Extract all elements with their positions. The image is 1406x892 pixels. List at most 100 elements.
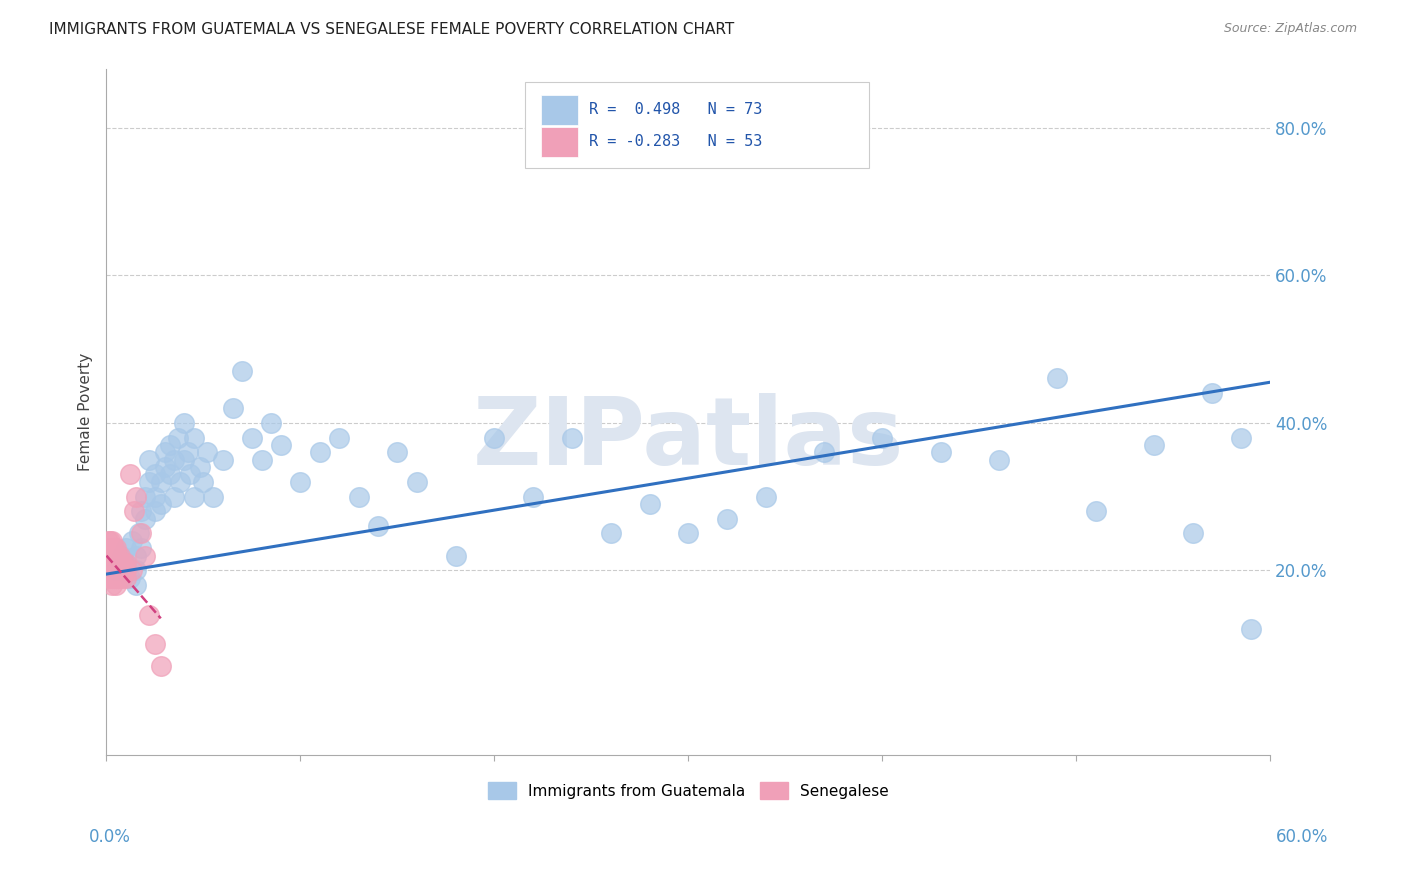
Point (103, 549, 125, 563)
Point (111, 571, 134, 585)
Point (101, 556, 124, 570)
Point (143, 504, 166, 518)
Text: R =  0.498   N = 73: R = 0.498 N = 73 (589, 103, 763, 117)
Point (105, 549, 128, 563)
Point (872, 431, 894, 445)
Point (221, 401, 243, 415)
Point (103, 563, 125, 577)
Point (202, 490, 225, 504)
Point (153, 445, 176, 459)
Point (98, 533, 121, 548)
Point (1230, 431, 1253, 445)
Point (387, 445, 409, 459)
Point (108, 556, 131, 570)
Point (118, 467, 141, 482)
Point (188, 460, 211, 475)
Point (115, 571, 138, 585)
Point (98, 549, 121, 563)
Point (111, 563, 134, 577)
Point (112, 556, 135, 570)
Text: ZIPatlas: ZIPatlas (472, 393, 904, 485)
Point (347, 490, 370, 504)
Point (115, 563, 138, 577)
Point (755, 490, 778, 504)
Point (107, 563, 129, 577)
Point (105, 541, 128, 556)
Point (118, 571, 141, 585)
Point (163, 490, 186, 504)
Point (105, 563, 128, 577)
Point (143, 637, 166, 651)
Point (716, 512, 738, 526)
Point (1201, 386, 1223, 401)
Point (98, 541, 121, 556)
Text: 0.0%: 0.0% (89, 828, 131, 846)
Point (107, 571, 129, 585)
Point (107, 556, 129, 570)
Point (103, 541, 125, 556)
Point (1240, 623, 1263, 637)
Point (112, 563, 135, 577)
Point (163, 452, 186, 467)
Point (115, 556, 138, 570)
Point (103, 571, 125, 585)
Text: IMMIGRANTS FROM GUATEMALA VS SENEGALESE FEMALE POVERTY CORRELATION CHART: IMMIGRANTS FROM GUATEMALA VS SENEGALESE … (49, 22, 734, 37)
Point (250, 452, 273, 467)
FancyBboxPatch shape (526, 82, 869, 168)
Point (195, 445, 218, 459)
Point (149, 497, 172, 511)
Point (138, 452, 160, 467)
Point (98, 563, 121, 577)
Point (522, 490, 544, 504)
Point (484, 431, 506, 445)
Point (328, 431, 350, 445)
Point (173, 452, 195, 467)
Point (159, 467, 181, 482)
Point (813, 445, 835, 459)
Point (124, 578, 146, 592)
Point (149, 475, 172, 489)
Point (177, 445, 200, 459)
Point (115, 541, 138, 556)
Point (212, 452, 235, 467)
Point (101, 541, 124, 556)
Point (599, 526, 621, 541)
Point (101, 571, 124, 585)
Point (97, 533, 120, 548)
Point (153, 460, 176, 475)
Point (138, 475, 160, 489)
Point (240, 431, 263, 445)
Point (143, 467, 166, 482)
Point (134, 490, 156, 504)
Point (134, 512, 156, 526)
Point (167, 431, 190, 445)
Point (98, 571, 121, 585)
Point (183, 431, 205, 445)
Point (193, 475, 215, 489)
Point (108, 563, 131, 577)
Point (444, 549, 467, 563)
Point (270, 438, 292, 452)
Point (678, 526, 700, 541)
Point (929, 445, 952, 459)
Point (97, 556, 120, 570)
Text: Source: ZipAtlas.com: Source: ZipAtlas.com (1223, 22, 1357, 36)
Point (105, 556, 128, 570)
Point (179, 467, 201, 482)
Point (561, 431, 583, 445)
Point (107, 549, 129, 563)
Point (260, 416, 283, 430)
Point (183, 490, 205, 504)
Point (105, 563, 128, 577)
Y-axis label: Female Poverty: Female Poverty (79, 352, 93, 471)
Point (101, 563, 124, 577)
Point (131, 504, 153, 518)
Point (111, 556, 134, 570)
Point (149, 659, 172, 673)
Point (159, 438, 181, 452)
Text: R = -0.283   N = 53: R = -0.283 N = 53 (589, 135, 763, 150)
Point (131, 541, 153, 556)
Point (103, 556, 125, 570)
Point (122, 504, 145, 518)
Point (105, 571, 128, 585)
